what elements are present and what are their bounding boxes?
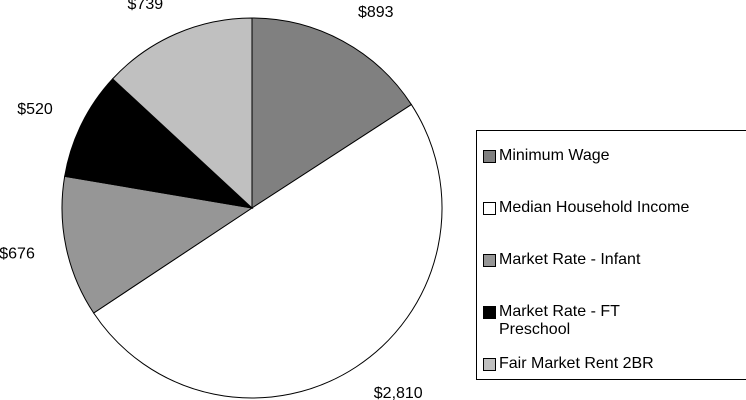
legend-swatch bbox=[483, 254, 496, 267]
pie-slice bbox=[64, 78, 254, 209]
legend-item: Fair Market Rent 2BR bbox=[483, 355, 654, 373]
legend: Minimum Wage Median Household Income Marke… bbox=[476, 130, 746, 380]
legend-swatch bbox=[483, 150, 496, 163]
data-label: $893 bbox=[358, 4, 394, 21]
data-label: $520 bbox=[17, 101, 53, 118]
legend-label: Market Rate - Infant bbox=[499, 251, 641, 268]
data-label: $676 bbox=[0, 245, 35, 262]
pie-slice bbox=[92, 103, 443, 399]
legend-label: Minimum Wage bbox=[499, 147, 610, 164]
legend-item: Market Rate - Infant bbox=[483, 251, 640, 269]
data-label: $2,810 bbox=[374, 385, 423, 400]
legend-item: Minimum Wage bbox=[483, 147, 610, 165]
legend-swatch bbox=[483, 358, 496, 371]
legend-swatch bbox=[483, 202, 496, 215]
data-label: $739 bbox=[128, 0, 164, 13]
legend-label: Market Rate - FT Preschool bbox=[499, 303, 620, 338]
legend-label: Fair Market Rent 2BR bbox=[499, 355, 654, 372]
legend-item: Median Household Income bbox=[483, 199, 689, 217]
legend-swatch bbox=[483, 306, 496, 319]
pie-slice bbox=[251, 17, 413, 209]
pie-slice bbox=[61, 175, 254, 314]
pie-slice bbox=[111, 17, 253, 210]
legend-label: Median Household Income bbox=[499, 199, 690, 216]
legend-item: Market Rate - FT Preschool bbox=[483, 303, 659, 339]
